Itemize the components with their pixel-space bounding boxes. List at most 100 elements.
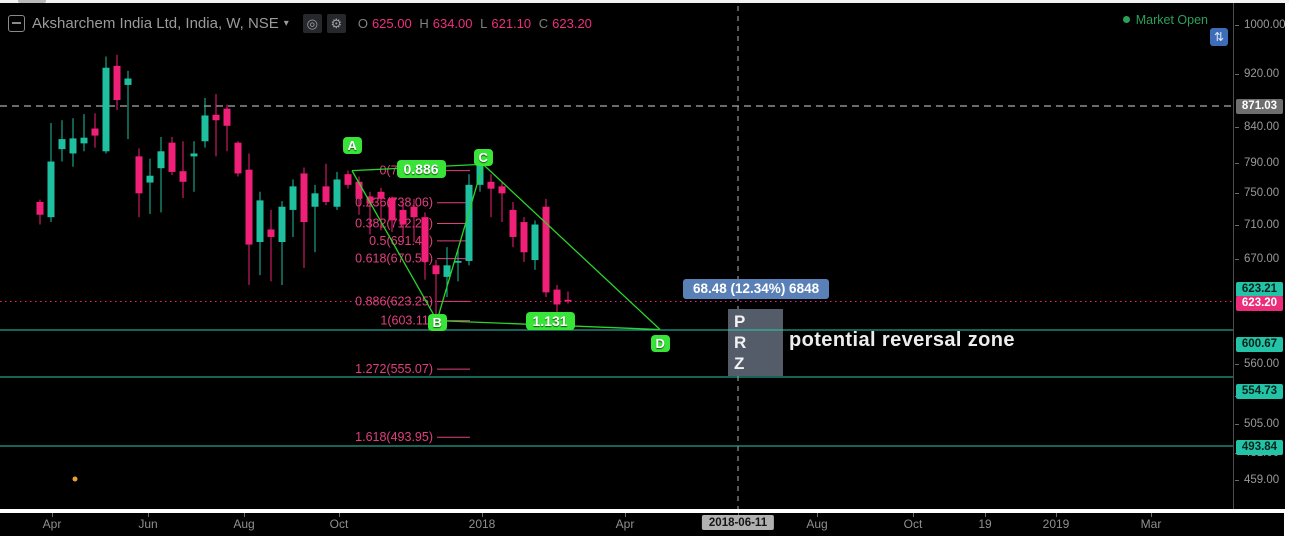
time-axis-label: Oct bbox=[903, 517, 923, 531]
time-axis-label: Jun bbox=[138, 517, 158, 531]
time-tick bbox=[339, 513, 340, 517]
time-tick bbox=[817, 513, 818, 517]
price-axis-badge: 493.84 bbox=[1236, 439, 1283, 455]
close-value: 623.20 bbox=[552, 15, 592, 31]
candle-body bbox=[399, 209, 407, 225]
market-status: Market Open bbox=[1040, 13, 1208, 27]
collapse-pane-icon[interactable] bbox=[8, 14, 25, 32]
price-axis[interactable]: 1000.00 920.00 840.00 790.00 750.00 710.00 670… bbox=[1233, 0, 1286, 509]
prz-letter: R bbox=[734, 333, 747, 352]
candle-body bbox=[212, 114, 220, 121]
pattern-ratio-badge[interactable]: 0.886 bbox=[396, 160, 446, 178]
time-tick bbox=[482, 513, 483, 517]
fib-level-label[interactable]: 0.886(623.25) bbox=[355, 294, 433, 308]
pattern-line-AB[interactable] bbox=[351, 170, 438, 321]
auto-scale-button[interactable]: ⇅ bbox=[1210, 28, 1228, 46]
time-axis-label: Apr bbox=[42, 517, 62, 531]
time-tick bbox=[625, 513, 626, 517]
candle-body bbox=[311, 193, 319, 207]
fib-level-label[interactable]: 1.618(493.95) bbox=[355, 430, 433, 444]
price-axis-badge: 623.21 bbox=[1236, 281, 1283, 297]
candle-body bbox=[80, 137, 88, 144]
time-axis-label: Aug bbox=[233, 517, 255, 531]
candle-body bbox=[190, 153, 198, 157]
candle-body bbox=[102, 67, 110, 152]
price-tick: 1000.00 bbox=[1234, 18, 1286, 32]
open-label: O bbox=[357, 15, 368, 31]
candle-body bbox=[146, 175, 154, 183]
candle-body bbox=[201, 115, 209, 142]
fib-level-label[interactable]: 1(603.11) bbox=[380, 314, 433, 328]
candle-body bbox=[333, 179, 341, 207]
candle-body bbox=[124, 78, 132, 85]
prz-vertical-label[interactable]: P R Z bbox=[734, 311, 746, 374]
symbol-title[interactable]: Aksharchem India Ltd, India, W, NSE bbox=[32, 14, 279, 32]
candle-body bbox=[91, 128, 99, 136]
pattern-point-C[interactable]: C bbox=[473, 148, 493, 166]
pattern-point-A[interactable]: A bbox=[342, 137, 362, 155]
price-tick: 459.00 bbox=[1234, 473, 1285, 487]
candle-body bbox=[454, 260, 462, 263]
time-axis-label: 19 bbox=[978, 517, 992, 531]
time-axis-label: Aug bbox=[806, 517, 828, 531]
drawing-anchor-dot[interactable] bbox=[72, 476, 78, 482]
chart-canvas[interactable]: 0(779.75)0.236(738.06)0.382(712.27)0.5(6… bbox=[0, 0, 1233, 509]
fib-level-label[interactable]: 1.272(555.07) bbox=[355, 362, 433, 376]
high-label: H bbox=[419, 15, 429, 31]
chart-pane[interactable]: 0(779.75)0.236(738.06)0.382(712.27)0.5(6… bbox=[0, 0, 1233, 509]
prz-box[interactable] bbox=[728, 309, 783, 376]
fib-level-label[interactable]: 0.5(691.43) bbox=[369, 234, 433, 248]
time-tick bbox=[52, 513, 53, 517]
candle-body bbox=[465, 184, 473, 261]
candle-body bbox=[234, 142, 242, 174]
candle-body bbox=[113, 65, 121, 101]
prz-annotation-text[interactable]: potential reversal zone bbox=[789, 329, 1015, 351]
pattern-line-BC[interactable] bbox=[436, 164, 484, 321]
axis-separator bbox=[0, 509, 1284, 513]
price-axis-badge: 600.67 bbox=[1236, 336, 1283, 352]
chevron-down-icon[interactable]: ▾ bbox=[283, 17, 289, 29]
candle-body bbox=[135, 156, 143, 194]
candle-body bbox=[278, 206, 286, 243]
pattern-point-D[interactable]: D bbox=[650, 335, 670, 352]
market-status-label: Market Open bbox=[1135, 13, 1208, 27]
price-tick: 920.00 bbox=[1234, 67, 1285, 81]
candle-body bbox=[520, 222, 528, 253]
candle-body bbox=[344, 174, 352, 185]
ohlc-values: O 625.00 H 634.00 L 621.10 C 623.20 bbox=[358, 16, 596, 31]
price-axis-badge: 554.73 bbox=[1236, 383, 1283, 399]
candle-body bbox=[355, 181, 363, 199]
top-edge-strip bbox=[0, 0, 1289, 3]
time-axis-label: 2019 bbox=[1042, 517, 1070, 531]
visibility-toggle-icon[interactable]: ◎ bbox=[302, 13, 322, 33]
low-value: 621.10 bbox=[491, 15, 532, 31]
price-axis-badge: 623.20 bbox=[1236, 295, 1283, 311]
time-tick bbox=[1151, 513, 1152, 517]
pattern-ratio-badge[interactable]: 1.131 bbox=[525, 312, 575, 330]
price-tick: 840.00 bbox=[1234, 120, 1285, 134]
fib-level-label[interactable]: 0.618(670.59) bbox=[355, 252, 433, 266]
candle-body bbox=[36, 201, 44, 215]
candle-body bbox=[256, 200, 264, 243]
pattern-line-CD[interactable] bbox=[482, 163, 661, 330]
candle-body bbox=[289, 186, 297, 210]
candle-body bbox=[245, 169, 253, 245]
top-tab bbox=[18, 0, 46, 3]
time-axis[interactable]: Apr Jun Aug Oct 2018 Apr 2018-06-11 Aug Oct 19 201… bbox=[0, 513, 1284, 536]
xabcd-pattern[interactable] bbox=[351, 163, 661, 331]
time-tick bbox=[1056, 513, 1057, 517]
gear-icon[interactable]: ⚙ bbox=[326, 13, 346, 33]
candles-layer bbox=[36, 54, 572, 324]
candle-body bbox=[366, 196, 374, 204]
candle-body bbox=[542, 206, 550, 293]
candle-body bbox=[421, 217, 429, 262]
candle-body bbox=[531, 224, 539, 261]
price-axis-badge: 871.03 bbox=[1236, 98, 1283, 114]
close-label: C bbox=[538, 15, 549, 31]
candle-body bbox=[223, 108, 231, 126]
pattern-point-B[interactable]: B bbox=[427, 314, 447, 332]
time-tick bbox=[148, 513, 149, 517]
candle-body bbox=[322, 186, 330, 202]
candle-body bbox=[487, 181, 495, 189]
candle-body bbox=[267, 229, 275, 237]
